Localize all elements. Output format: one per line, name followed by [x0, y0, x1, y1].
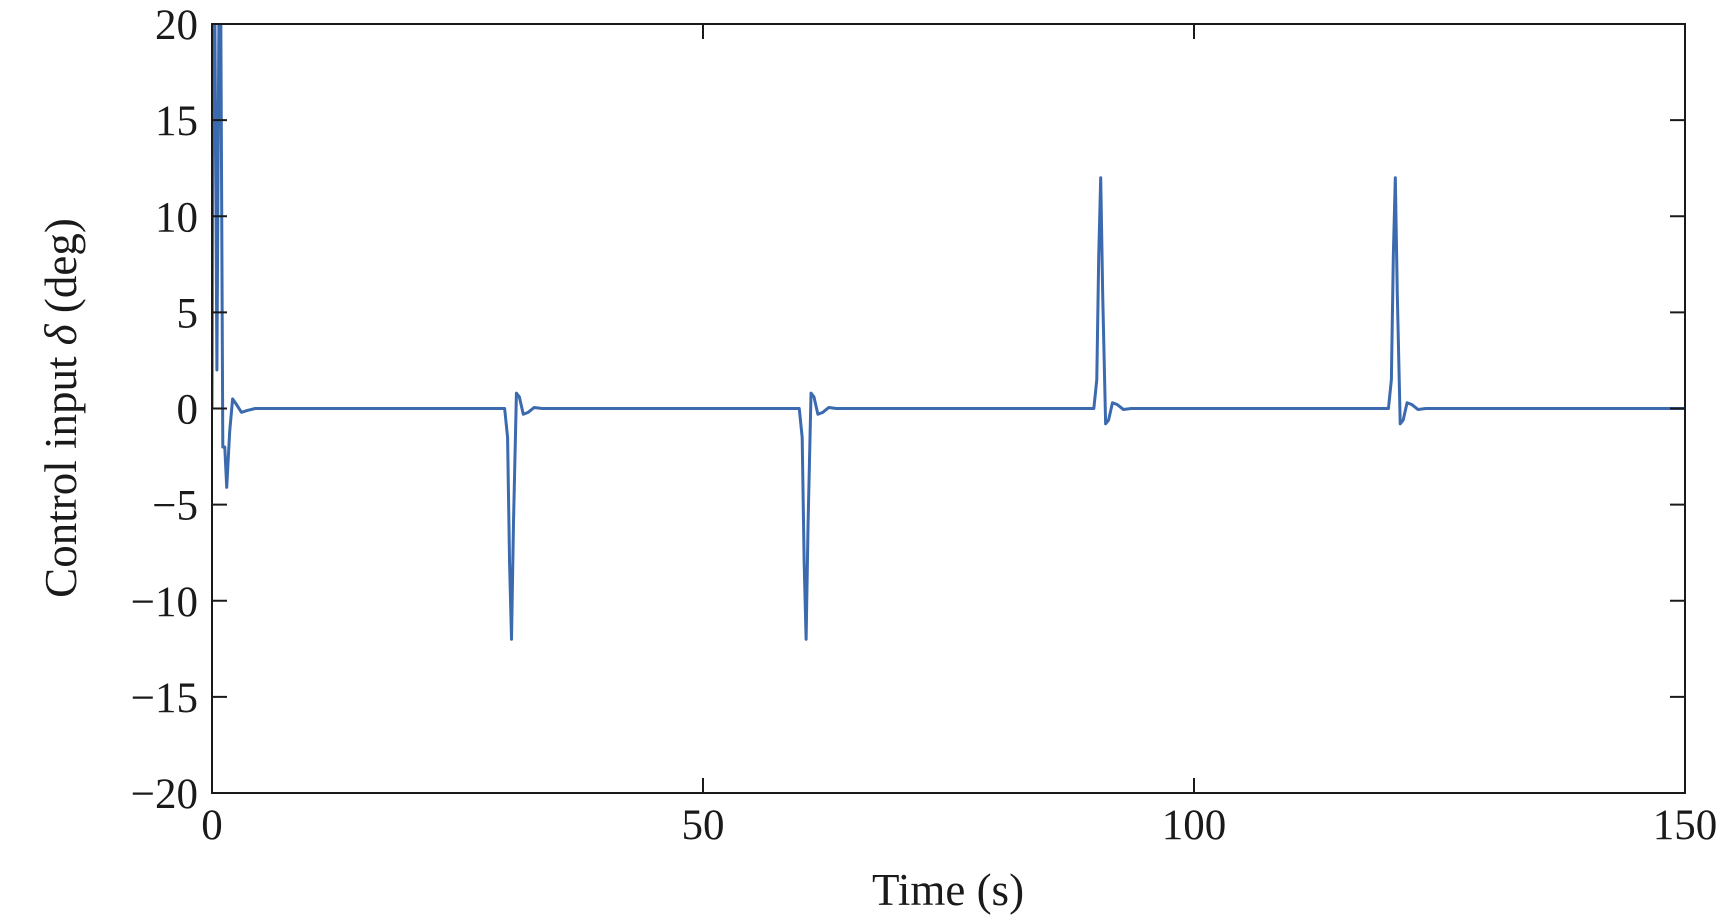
y-tick-label: −15 [131, 675, 198, 722]
y-tick-label: 10 [155, 194, 198, 241]
y-tick-label: 20 [155, 2, 198, 49]
y-tick-label: −20 [131, 771, 198, 818]
plot-frame [211, 23, 1686, 794]
y-axis-title-suffix: (deg) [36, 218, 86, 324]
y-tick-label: −10 [131, 579, 198, 626]
y-tick-label: 5 [177, 290, 199, 337]
y-axis-title-symbol: δ [36, 323, 86, 345]
y-tick-label: 15 [155, 98, 198, 145]
y-tick-label: −5 [152, 483, 198, 530]
y-axis-title: Control input δ (deg) [36, 218, 86, 598]
x-tick-label: 0 [201, 802, 223, 849]
series-line-1 [212, 24, 1685, 641]
y-axis-title-prefix: Control input [36, 345, 86, 598]
x-tick-label: 50 [682, 802, 725, 849]
x-axis-title: Time (s) [872, 865, 1024, 915]
tick-label-layer: 0 50 100 150 −20 −15 −10 −5 0 5 10 15 20 [131, 2, 1718, 849]
x-tick-label: 150 [1653, 802, 1718, 849]
x-tick-label: 100 [1162, 802, 1227, 849]
y-tick-label: 0 [177, 387, 199, 434]
series-layer [212, 24, 1685, 641]
